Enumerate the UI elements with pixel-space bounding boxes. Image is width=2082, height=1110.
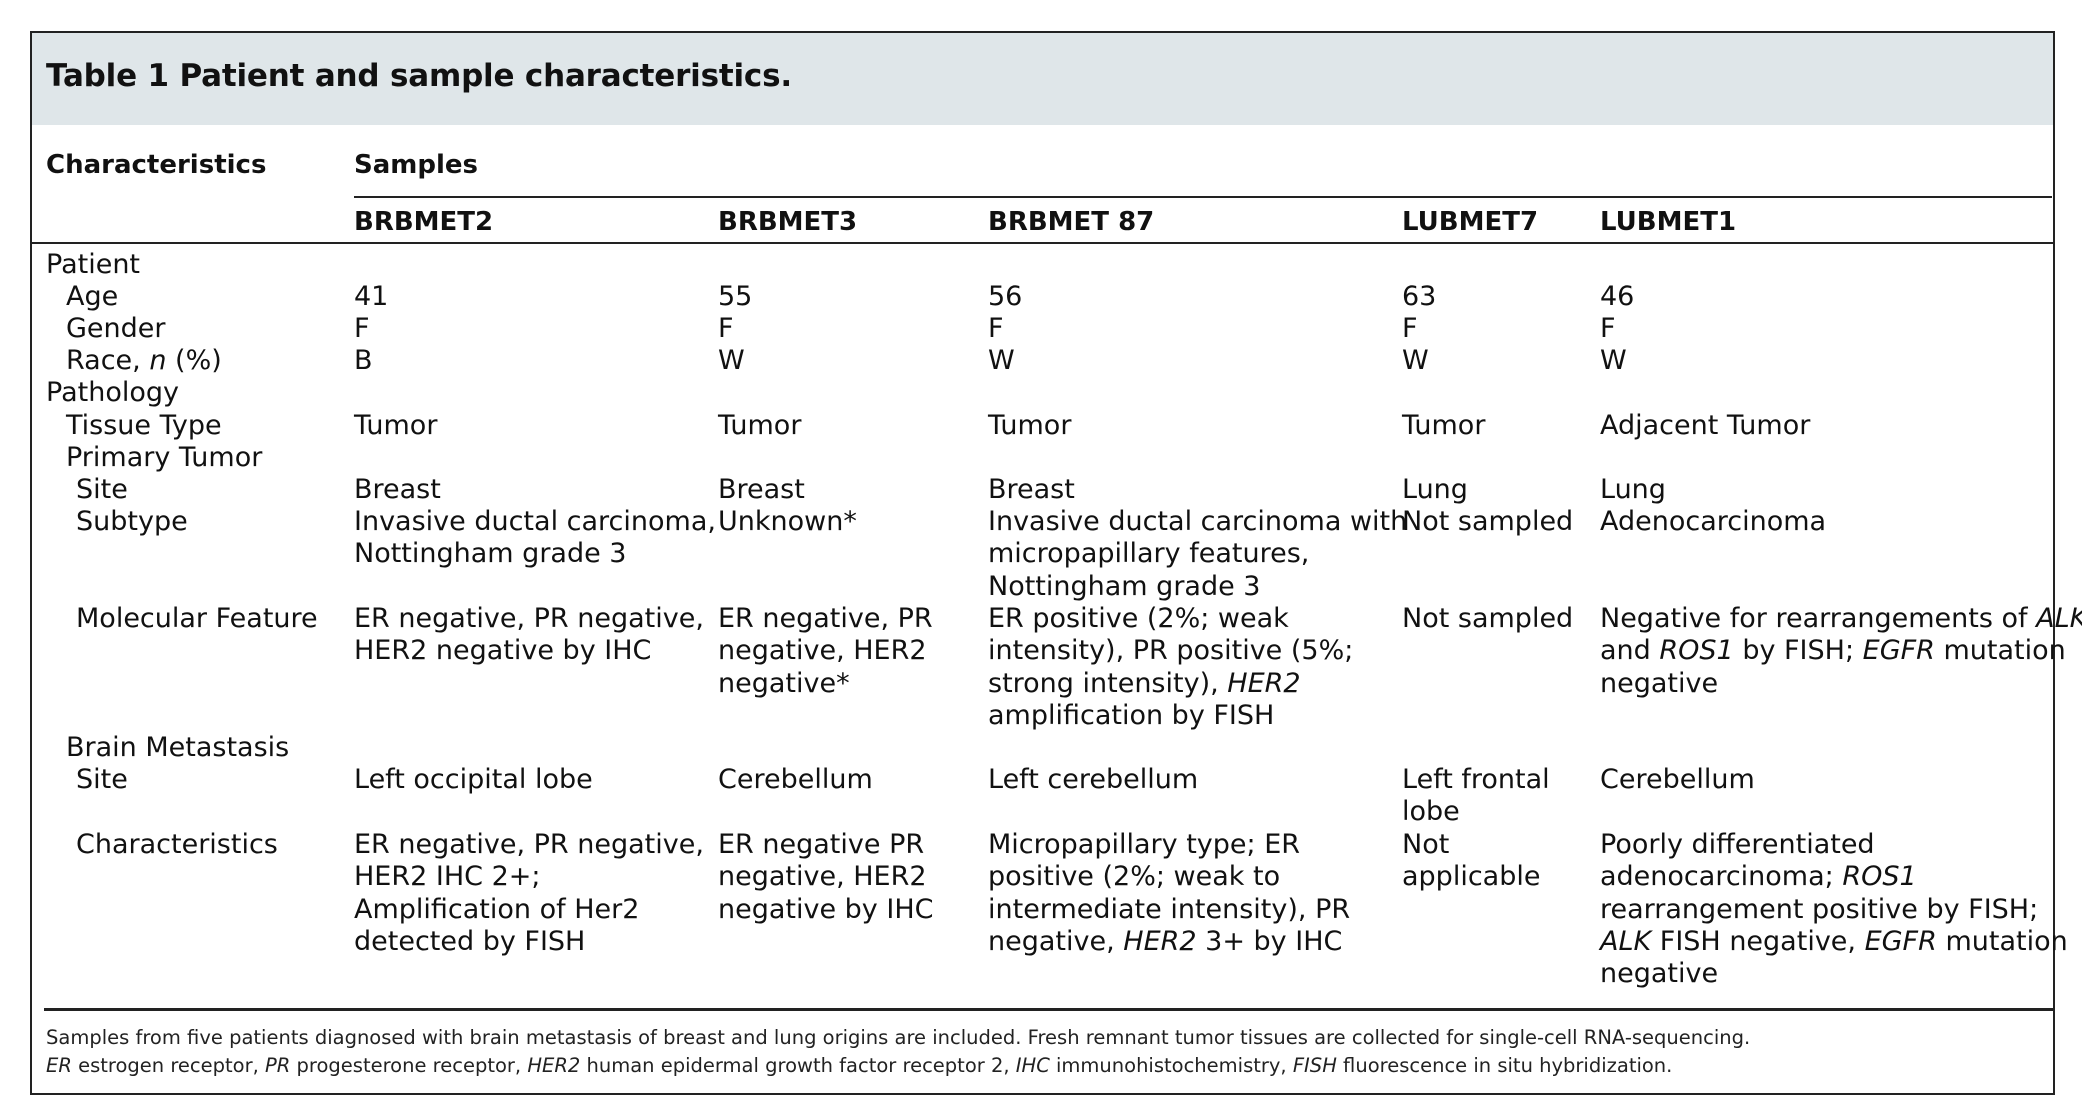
row-label-bm-characteristics: Characteristics <box>76 829 278 860</box>
cell-tissue-lubmet1: Adjacent Tumor <box>1600 410 1811 441</box>
cell-age-lubmet1: 46 <box>1600 281 1635 312</box>
cell-tissue-lubmet7: Tumor <box>1402 410 1486 441</box>
cell-bm-char-brbmet87: Micropapillary type; ER positive (2%; we… <box>988 829 1351 957</box>
row-label-tissue-type: Tissue Type <box>66 410 222 441</box>
column-header-brbmet87: BRBMET 87 <box>988 207 1155 237</box>
section-pathology: Pathology <box>46 377 179 408</box>
row-label-molecular-feature: Molecular Feature <box>76 603 318 634</box>
cell-bm-char-lubmet1: Poorly differentiated adenocarcinoma; RO… <box>1600 829 2068 990</box>
cell-race-brbmet3: W <box>718 345 745 376</box>
cell-bm-char-brbmet2: ER negative, PR negative, HER2 IHC 2+; A… <box>354 829 704 957</box>
cell-tissue-brbmet3: Tumor <box>718 410 802 441</box>
column-header-lubmet1: LUBMET1 <box>1600 207 1737 237</box>
footnote-line-2: ER estrogen receptor, PR progesterone re… <box>46 1054 1673 1077</box>
cell-molecular-lubmet1: Negative for rearrangements of ALK and R… <box>1600 603 2082 699</box>
cell-bm-site-brbmet87: Left cerebellum <box>988 764 1199 795</box>
cell-molecular-brbmet87: ER positive (2%; weak intensity), PR pos… <box>988 603 1354 731</box>
cell-age-lubmet7: 63 <box>1402 281 1437 312</box>
cell-subtype-brbmet87: Invasive ductal carcinoma with micropapi… <box>988 506 1408 602</box>
cell-tissue-brbmet2: Tumor <box>354 410 438 441</box>
section-patient: Patient <box>46 249 141 280</box>
cell-gender-lubmet7: F <box>1402 313 1418 344</box>
section-primary-tumor: Primary Tumor <box>66 442 263 473</box>
header-characteristics: Characteristics <box>46 150 267 180</box>
row-label-bm-site: Site <box>76 764 128 795</box>
cell-age-brbmet87: 56 <box>988 281 1023 312</box>
row-label-subtype: Subtype <box>76 506 188 537</box>
cell-gender-brbmet2: F <box>354 313 370 344</box>
cell-subtype-lubmet7: Not sampled <box>1402 506 1574 537</box>
cell-subtype-brbmet2: Invasive ductal carcinoma, Nottingham gr… <box>354 506 716 570</box>
cell-subtype-lubmet1: Adenocarcinoma <box>1600 506 1827 537</box>
cell-bm-site-brbmet2: Left occipital lobe <box>354 764 593 795</box>
header-samples: Samples <box>354 150 478 180</box>
column-header-lubmet7: LUBMET7 <box>1402 207 1539 237</box>
cell-tissue-brbmet87: Tumor <box>988 410 1072 441</box>
cell-gender-brbmet87: F <box>988 313 1004 344</box>
column-header-brbmet2: BRBMET2 <box>354 207 494 237</box>
cell-race-lubmet7: W <box>1402 345 1429 376</box>
row-label-race: Race, n (%) <box>66 345 222 376</box>
cell-bm-site-lubmet1: Cerebellum <box>1600 764 1755 795</box>
cell-site-lubmet7: Lung <box>1402 474 1468 505</box>
title-bar <box>32 33 2053 125</box>
cell-site-brbmet2: Breast <box>354 474 441 505</box>
cell-molecular-brbmet3: ER negative, PR negative, HER2 negative* <box>718 603 933 699</box>
table-bottom-rule <box>44 1008 2054 1011</box>
footnote-line-1: Samples from five patients diagnosed wit… <box>46 1026 1751 1049</box>
cell-bm-site-lubmet7: Left frontal lobe <box>1402 764 1550 828</box>
cell-bm-char-lubmet7: Not applicable <box>1402 829 1541 893</box>
cell-molecular-lubmet7: Not sampled <box>1402 603 1574 634</box>
column-header-brbmet3: BRBMET3 <box>718 207 858 237</box>
cell-race-lubmet1: W <box>1600 345 1627 376</box>
row-label-site: Site <box>76 474 128 505</box>
cell-gender-lubmet1: F <box>1600 313 1616 344</box>
row-label-gender: Gender <box>66 313 166 344</box>
cell-gender-brbmet3: F <box>718 313 734 344</box>
row-label-age: Age <box>66 281 119 312</box>
cell-bm-site-brbmet3: Cerebellum <box>718 764 873 795</box>
table-frame <box>30 31 2055 1095</box>
section-brain-metastasis: Brain Metastasis <box>66 732 290 763</box>
samples-rule <box>354 196 2052 198</box>
cell-age-brbmet3: 55 <box>718 281 753 312</box>
cell-site-brbmet3: Breast <box>718 474 805 505</box>
cell-race-brbmet87: W <box>988 345 1015 376</box>
cell-race-brbmet2: B <box>354 345 373 376</box>
cell-molecular-brbmet2: ER negative, PR negative, HER2 negative … <box>354 603 704 667</box>
header-rule <box>32 242 2053 244</box>
cell-site-brbmet87: Breast <box>988 474 1075 505</box>
cell-site-lubmet1: Lung <box>1600 474 1666 505</box>
cell-subtype-brbmet3: Unknown* <box>718 506 857 537</box>
table-title: Table 1 Patient and sample characteristi… <box>46 58 792 94</box>
cell-age-brbmet2: 41 <box>354 281 389 312</box>
cell-bm-char-brbmet3: ER negative PR negative, HER2 negative b… <box>718 829 934 925</box>
